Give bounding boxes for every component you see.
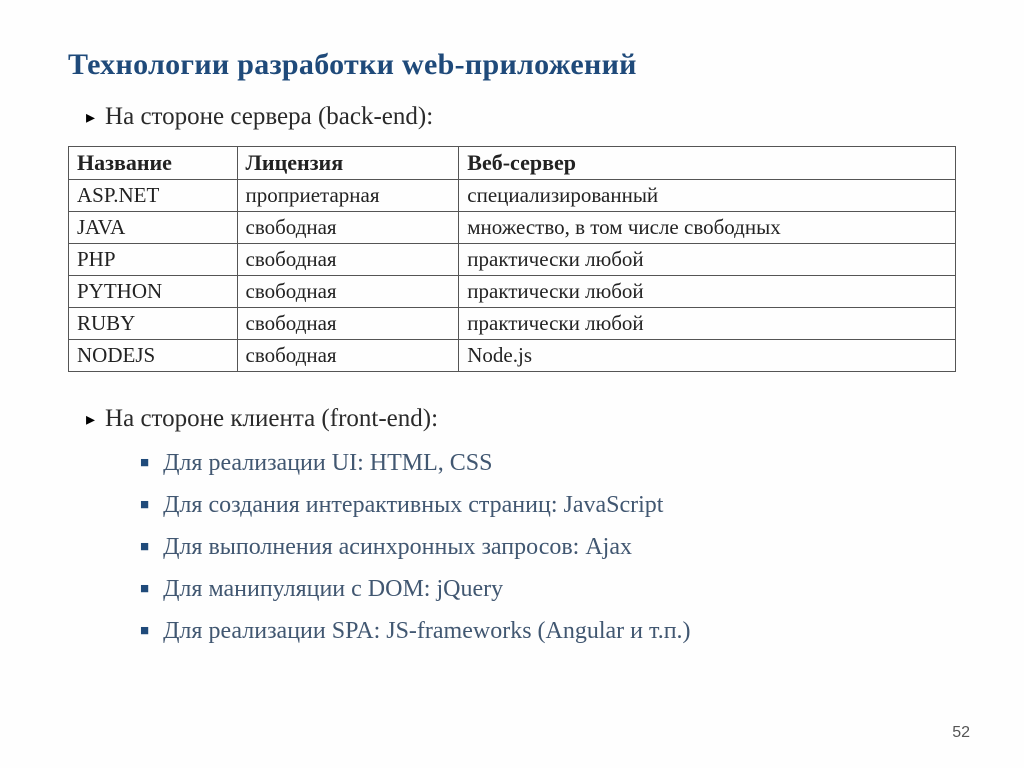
table-cell: множество, в том числе свободных bbox=[459, 212, 956, 244]
list-item-label: Для манипуляции с DOM: jQuery bbox=[163, 574, 503, 604]
page-number: 52 bbox=[952, 724, 970, 742]
table-row: PHPсвободнаяпрактически любой bbox=[69, 244, 956, 276]
table-row: JAVAсвободнаямножество, в том числе своб… bbox=[69, 212, 956, 244]
table-row: PYTHONсвободнаяпрактически любой bbox=[69, 276, 956, 308]
section-backend-heading: На стороне сервера (back-end): bbox=[105, 102, 433, 132]
frontend-sublist: ■ Для реализации UI: HTML, CSS ■ Для создан… bbox=[140, 448, 956, 646]
table-cell: JAVA bbox=[69, 212, 238, 244]
table-cell: Node.js bbox=[459, 340, 956, 372]
list-item: ■ Для выполнения асинхронных запросов: Aj… bbox=[140, 532, 956, 562]
square-bullet-icon: ■ bbox=[140, 532, 149, 562]
list-item-label: Для выполнения асинхронных запросов: Aja… bbox=[163, 532, 632, 562]
table-cell: ASP.NET bbox=[69, 180, 238, 212]
table-cell: специализированный bbox=[459, 180, 956, 212]
square-bullet-icon: ■ bbox=[140, 448, 149, 478]
table-cell: свободная bbox=[237, 308, 459, 340]
table-cell: NODEJS bbox=[69, 340, 238, 372]
table-cell: свободная bbox=[237, 276, 459, 308]
table-row: NODEJSсвободнаяNode.js bbox=[69, 340, 956, 372]
table-header-license: Лицензия bbox=[237, 147, 459, 180]
arrow-bullet-icon: ▸ bbox=[86, 102, 95, 132]
section-frontend-heading: На стороне клиента (front-end): bbox=[105, 404, 438, 434]
list-item: ■ Для реализации SPA: JS-frameworks (Angu… bbox=[140, 616, 956, 646]
square-bullet-icon: ■ bbox=[140, 574, 149, 604]
table-cell: RUBY bbox=[69, 308, 238, 340]
table-header-name: Название bbox=[69, 147, 238, 180]
list-item: ■ Для реализации UI: HTML, CSS bbox=[140, 448, 956, 478]
list-item-label: Для создания интерактивных страниц: Java… bbox=[163, 490, 663, 520]
list-item-label: Для реализации UI: HTML, CSS bbox=[163, 448, 492, 478]
square-bullet-icon: ■ bbox=[140, 616, 149, 646]
table-cell: свободная bbox=[237, 340, 459, 372]
table-cell: PYTHON bbox=[69, 276, 238, 308]
table-header-webserver: Веб-сервер bbox=[459, 147, 956, 180]
slide-title: Технологии разработки web-приложений bbox=[68, 48, 956, 82]
table-cell: свободная bbox=[237, 244, 459, 276]
section-backend: ▸ На стороне сервера (back-end): bbox=[86, 102, 956, 132]
table-cell: практически любой bbox=[459, 308, 956, 340]
list-item: ■ Для манипуляции с DOM: jQuery bbox=[140, 574, 956, 604]
table-header-row: Название Лицензия Веб-сервер bbox=[69, 147, 956, 180]
section-frontend: ▸ На стороне клиента (front-end): bbox=[86, 404, 956, 434]
table-cell: проприетарная bbox=[237, 180, 459, 212]
list-item: ■ Для создания интерактивных страниц: Jav… bbox=[140, 490, 956, 520]
table-cell: практически любой bbox=[459, 276, 956, 308]
arrow-bullet-icon: ▸ bbox=[86, 404, 95, 434]
table-row: ASP.NETпроприетарнаяспециализированный bbox=[69, 180, 956, 212]
table-cell: PHP bbox=[69, 244, 238, 276]
table-cell: свободная bbox=[237, 212, 459, 244]
square-bullet-icon: ■ bbox=[140, 490, 149, 520]
list-item-label: Для реализации SPA: JS-frameworks (Angul… bbox=[163, 616, 690, 646]
technologies-table: Название Лицензия Веб-сервер ASP.NETпроп… bbox=[68, 146, 956, 372]
table-row: RUBYсвободнаяпрактически любой bbox=[69, 308, 956, 340]
table-cell: практически любой bbox=[459, 244, 956, 276]
